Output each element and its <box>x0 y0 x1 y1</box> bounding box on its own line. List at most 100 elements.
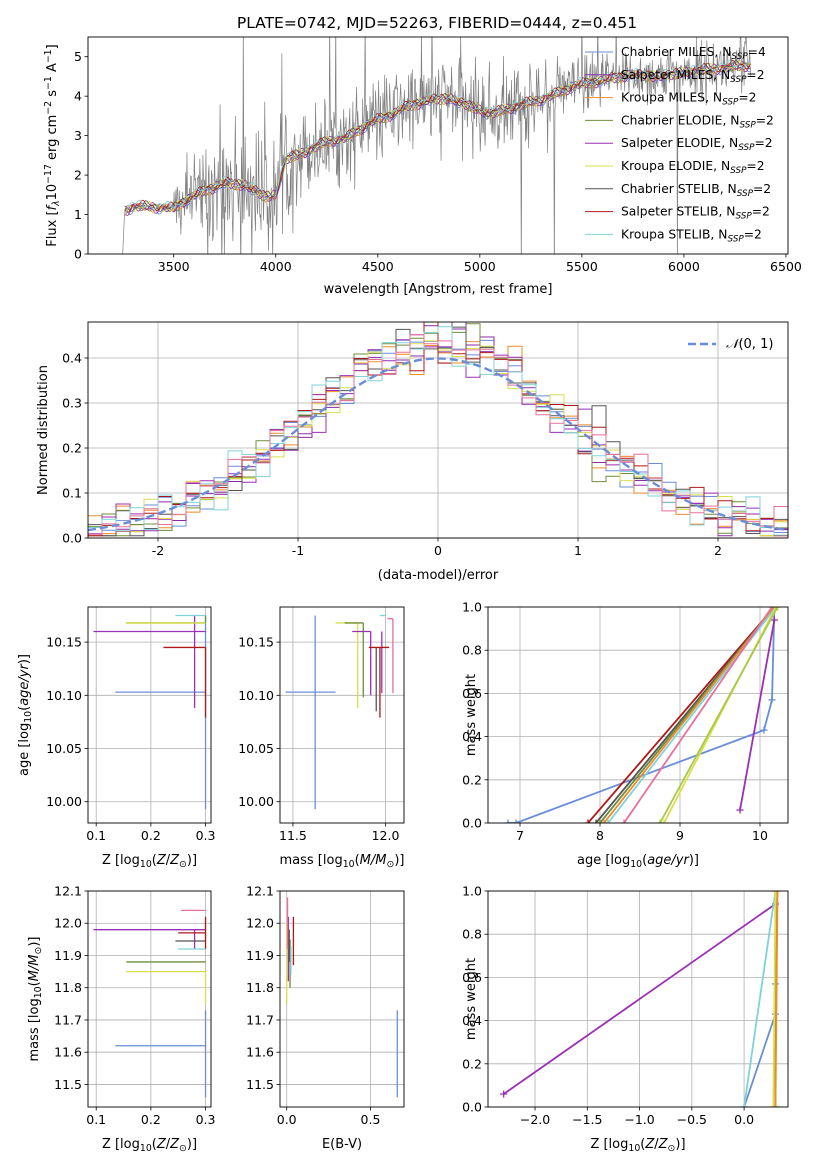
x-axis-label: Z [log10(Z/Z⊙)] <box>102 853 197 870</box>
y-tick-label: 10.00 <box>46 794 82 809</box>
panel-age_vs_Z: 0.1 0.2 0.3 10.00 10.05 10.10 10.15 Z [log10(Z/… <box>17 606 216 870</box>
gaussian-curve <box>88 357 788 532</box>
x-tick-label: 1 <box>574 543 582 558</box>
x-tick-label: 0.5 <box>361 1112 381 1127</box>
y-tick-label: 0.4 <box>462 1013 482 1028</box>
plot-area <box>500 891 782 1107</box>
weight-line <box>587 607 776 823</box>
histogram-series <box>88 334 788 538</box>
y-tick-label: 11.9 <box>54 948 82 963</box>
plot-area <box>88 322 788 538</box>
x-tick-label: 5000 <box>464 259 496 274</box>
y-tick-label: 10.00 <box>238 794 274 809</box>
y-tick-label: 12.1 <box>54 884 82 899</box>
y-tick-label: 0.6 <box>462 970 482 985</box>
panel-mass_vs_EBV: 0.0 0.5 11.5 11.6 11.7 11.8 11.9 12.0 12.1 E(B-V) <box>246 884 405 1152</box>
y-tick-label: 11.7 <box>54 1012 82 1027</box>
model-spectrum-line <box>124 62 751 213</box>
weight-line <box>508 607 776 823</box>
legend-label: Salpeter ELODIE, NSSP=2 <box>621 136 773 153</box>
x-axis-label: age [log10(age/yr)] <box>577 853 699 870</box>
x-tick-label: 11.5 <box>279 828 307 843</box>
x-tick-label: 0.2 <box>141 1112 161 1127</box>
plot-area <box>93 909 207 1098</box>
x-tick-label: 4000 <box>260 259 292 274</box>
x-tick-label: 0 <box>434 543 442 558</box>
x-tick-label: 2 <box>714 543 722 558</box>
y-tick-label: 10.15 <box>238 635 274 650</box>
legend-label: Chabrier MILES, NSSP=4 <box>621 45 766 62</box>
y-tick-label: 11.5 <box>54 1077 82 1092</box>
x-tick-label: -1 <box>292 543 304 558</box>
y-tick-label: 5 <box>74 49 82 64</box>
figure-title: PLATE=0742, MJD=52263, FIBERID=0444, z=0… <box>237 14 637 32</box>
axes-frame <box>487 890 789 1108</box>
legend-label: Kroupa MILES, NSSP=2 <box>621 91 757 108</box>
axes-frame <box>487 606 789 824</box>
x-tick-label: 10 <box>752 828 768 843</box>
weight-line <box>623 607 773 823</box>
legend-label: Salpeter STELIB, NSSP=2 <box>621 205 770 222</box>
grid <box>88 890 211 1107</box>
y-tick-label: 11.8 <box>246 980 274 995</box>
panel-age_vs_mass: 11.5 12.0 10.00 10.05 10.10 10.15 mass [log10(… <box>238 606 404 870</box>
y-axis-label: mass weight <box>464 674 479 756</box>
y-tick-label: 10.10 <box>238 688 274 703</box>
x-tick-label: 0.0 <box>734 1112 754 1127</box>
y-tick-label: 3 <box>74 128 82 143</box>
x-tick-label: 6000 <box>668 259 700 274</box>
legend-label: Kroupa ELODIE, NSSP=2 <box>621 159 765 176</box>
x-tick-label: 8 <box>596 828 604 843</box>
plot-area <box>286 897 398 1098</box>
y-tick-label: 0.0 <box>462 816 482 831</box>
legend-label: Chabrier STELIB, NSSP=2 <box>621 182 771 199</box>
y-tick-label: 0.2 <box>62 441 82 456</box>
y-tick-label: 11.9 <box>246 948 274 963</box>
x-tick-label: 0.0 <box>277 1112 297 1127</box>
x-tick-label: 0.3 <box>196 828 216 843</box>
y-tick-label: 2 <box>74 168 82 183</box>
x-tick-label: 0.3 <box>196 1112 216 1127</box>
y-axis-label: age [log10(age/yr)] <box>17 654 34 776</box>
y-axis-label: Normed distribution <box>36 365 51 495</box>
x-tick-label: −1.5 <box>572 1112 602 1127</box>
x-tick-label: 0.1 <box>86 828 106 843</box>
panels: 3500 4000 4500 5000 5500 6000 6500 0 1 2 3 4 5 Chabri… <box>17 36 802 1155</box>
axes-frame <box>279 890 405 1108</box>
plot-area <box>122 37 752 254</box>
panel-residuals: -2 -1 0 1 2 0.0 0.1 0.2 0.3 0.4 𝒩(0, 1) (data-model… <box>36 321 789 583</box>
y-tick-label: 0.4 <box>62 351 82 366</box>
weight-line <box>503 903 776 1095</box>
y-axis-label: mass [log10(M/M⊙)] <box>27 937 44 1062</box>
y-axis-label: Flux [fλ10−17 erg cm−2 s−1 A−1] <box>43 44 62 246</box>
panel-mass_vs_Z: 0.1 0.2 0.3 11.5 11.6 11.7 11.8 11.9 12.0 12.1 Z [… <box>27 884 215 1155</box>
grid <box>280 607 404 823</box>
grid <box>280 890 404 1107</box>
model-spectrum-line <box>124 60 751 214</box>
axes-frame <box>87 36 789 255</box>
y-tick-label: 12.1 <box>246 884 274 899</box>
y-axis-label: mass weight <box>464 958 479 1040</box>
x-tick-label: −0.5 <box>677 1112 707 1127</box>
weight-line <box>772 891 777 1107</box>
weight-line <box>743 891 777 1107</box>
y-tick-label: 0.1 <box>62 486 82 501</box>
axes-frame <box>87 606 212 824</box>
legend-label: Salpeter MILES, NSSP=2 <box>621 68 765 85</box>
y-tick-label: 0.6 <box>462 686 482 701</box>
x-tick-label: 7 <box>516 828 524 843</box>
weight-line <box>739 619 776 811</box>
legend: Chabrier MILES, NSSP=4 Salpeter MILES, NS… <box>585 45 774 244</box>
x-tick-label: −2.0 <box>520 1112 550 1127</box>
model-spectrum-line <box>124 59 751 212</box>
y-tick-label: 11.6 <box>54 1045 82 1060</box>
y-tick-label: 0.3 <box>62 396 82 411</box>
y-tick-label: 4 <box>74 89 82 104</box>
model-spectrum-line <box>124 62 751 216</box>
y-tick-label: 10.05 <box>46 741 82 756</box>
legend-label: Kroupa STELIB, NSSP=2 <box>621 227 762 244</box>
y-tick-label: 10.05 <box>238 741 274 756</box>
data-spectrum <box>122 37 752 254</box>
y-tick-label: 12.0 <box>54 916 82 931</box>
